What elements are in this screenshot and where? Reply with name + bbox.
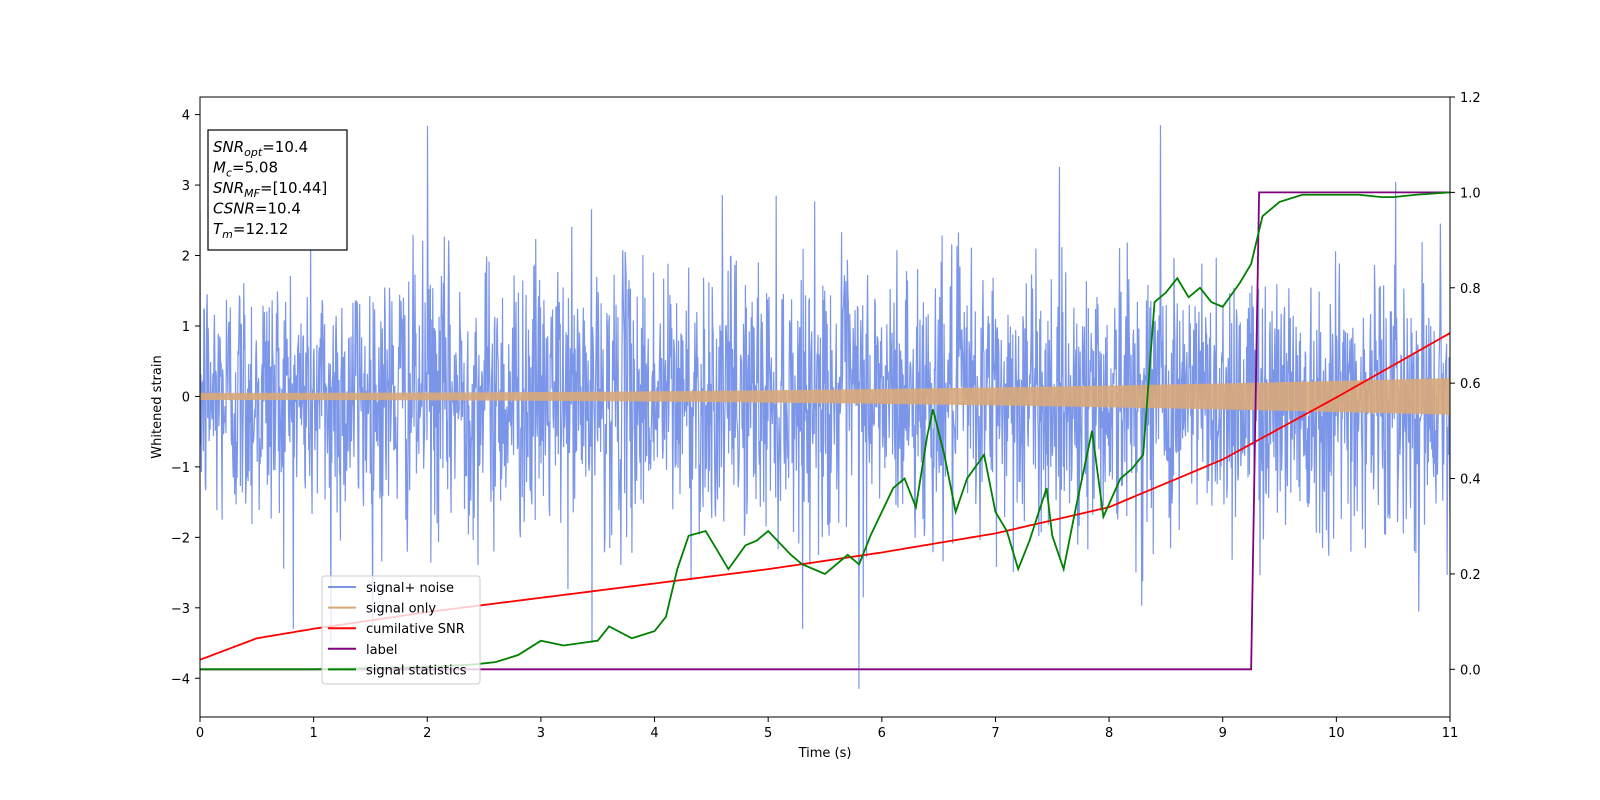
y-left-tick-label: 4 (182, 109, 190, 124)
x-tick-label: 8 (1105, 726, 1113, 741)
legend-frame (321, 575, 481, 685)
x-tick-label: 4 (650, 726, 658, 741)
y-left-tick-label: −2 (171, 531, 190, 546)
annotation-line: Tm=12.12 (213, 220, 288, 241)
x-tick-label: 5 (764, 726, 772, 741)
annotation-line: SNRopt=10.4 (213, 138, 308, 159)
y-right-tick-label: 0.6 (1460, 377, 1481, 392)
y-axis-label: Whitened strain (150, 355, 165, 458)
plot-frame (199, 96, 1451, 718)
y-left-tick-label: −3 (171, 602, 190, 617)
label-line (200, 191, 1450, 671)
x-tick-label: 1 (309, 726, 317, 741)
y-right-tick-label: 1.0 (1460, 186, 1481, 201)
x-tick-label: 10 (1328, 726, 1345, 741)
y-left-tick-label: 1 (182, 320, 190, 335)
x-tick-label: 11 (1442, 726, 1459, 741)
y-right-tick-label: 0.0 (1460, 663, 1481, 678)
annotation-line: CSNR=10.4 (213, 200, 301, 218)
y-left-tick-label: 3 (182, 179, 190, 194)
y-left-tick-label: 0 (182, 390, 190, 405)
y-right-tick-label: 0.8 (1460, 282, 1481, 297)
x-tick-label: 3 (537, 726, 545, 741)
x-tick-label: 9 (1219, 726, 1227, 741)
x-tick-label: 7 (991, 726, 999, 741)
legend-label: signal only (366, 602, 436, 617)
signal-statistics-line (200, 191, 1450, 671)
y-right-tick-label: 0.4 (1460, 473, 1481, 488)
axes-layer: 0 1 2 3 4 5 6 7 8 9 10 11 −4 −3 −2 −1 0 1 2 3 4 0.0 0.2 0.4 0.6 0… (171, 91, 1481, 741)
annotation-frame (207, 129, 348, 251)
signal-only-line (200, 378, 1450, 415)
x-axis-label: Time (s) (798, 746, 852, 761)
legend-label: signal statistics (366, 663, 467, 678)
annotation-box: SNRopt=10.4Mc=5.08SNRMF=[10.44]CSNR=10.4… (207, 129, 348, 251)
legend-label: cumilative SNR (366, 622, 465, 637)
legend-label: signal+ noise (366, 581, 454, 596)
series-lines-layer (200, 191, 1450, 671)
legend: signal+ noise signal only cumilative SNR la… (321, 575, 481, 685)
cumulative-snr-line (200, 332, 1450, 661)
y-left-tick-label: −1 (171, 461, 190, 476)
x-tick-label: 2 (423, 726, 431, 741)
annotation-line: Mc=5.08 (213, 159, 278, 180)
y-right-tick-label: 0.2 (1460, 568, 1481, 583)
y-right-tick-label: 1.2 (1460, 91, 1481, 106)
x-tick-label: 0 (196, 726, 204, 741)
x-tick-label: 6 (878, 726, 886, 741)
legend-label: label (366, 643, 397, 658)
signal-only-layer (200, 378, 1450, 415)
y-left-tick-label: 2 (182, 250, 190, 265)
y-left-tick-label: −4 (171, 672, 190, 687)
annotation-line: SNRMF=[10.44] (213, 179, 327, 200)
